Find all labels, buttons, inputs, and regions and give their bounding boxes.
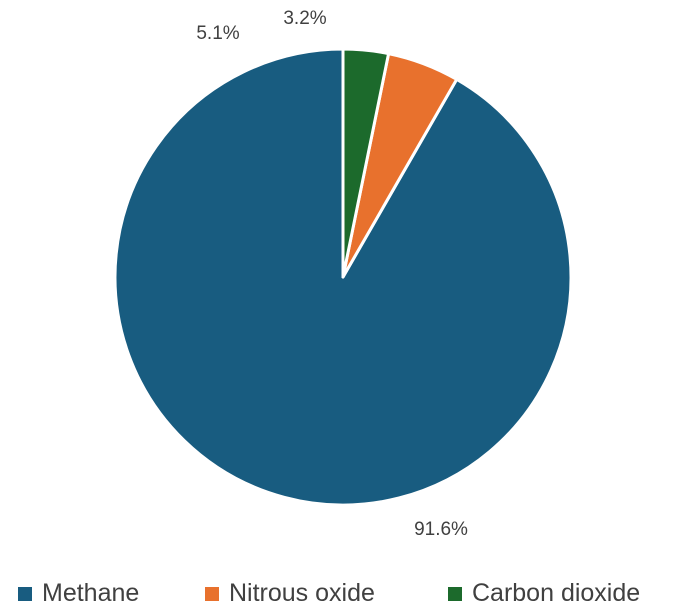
legend-swatch-nitrous-oxide bbox=[205, 587, 219, 601]
legend-label-carbon-dioxide: Carbon dioxide bbox=[472, 579, 640, 607]
data-labels: 91.6% 5.1% 3.2% bbox=[196, 8, 468, 540]
data-label-carbon-dioxide: 3.2% bbox=[283, 8, 326, 29]
legend-item-carbon-dioxide: Carbon dioxide bbox=[448, 579, 640, 607]
pie-slices bbox=[113, 47, 573, 507]
legend: Methane Nitrous oxide Carbon dioxide bbox=[18, 579, 640, 607]
legend-item-methane: Methane bbox=[18, 579, 139, 607]
data-label-nitrous-oxide: 5.1% bbox=[196, 23, 239, 44]
data-label-methane: 91.6% bbox=[414, 519, 468, 540]
legend-swatch-carbon-dioxide bbox=[448, 587, 462, 601]
pie-slice-carbon-dioxide bbox=[341, 47, 391, 279]
legend-label-methane: Methane bbox=[42, 579, 139, 607]
legend-label-nitrous-oxide: Nitrous oxide bbox=[229, 579, 375, 607]
legend-item-nitrous-oxide: Nitrous oxide bbox=[205, 579, 375, 607]
legend-swatch-methane bbox=[18, 587, 32, 601]
